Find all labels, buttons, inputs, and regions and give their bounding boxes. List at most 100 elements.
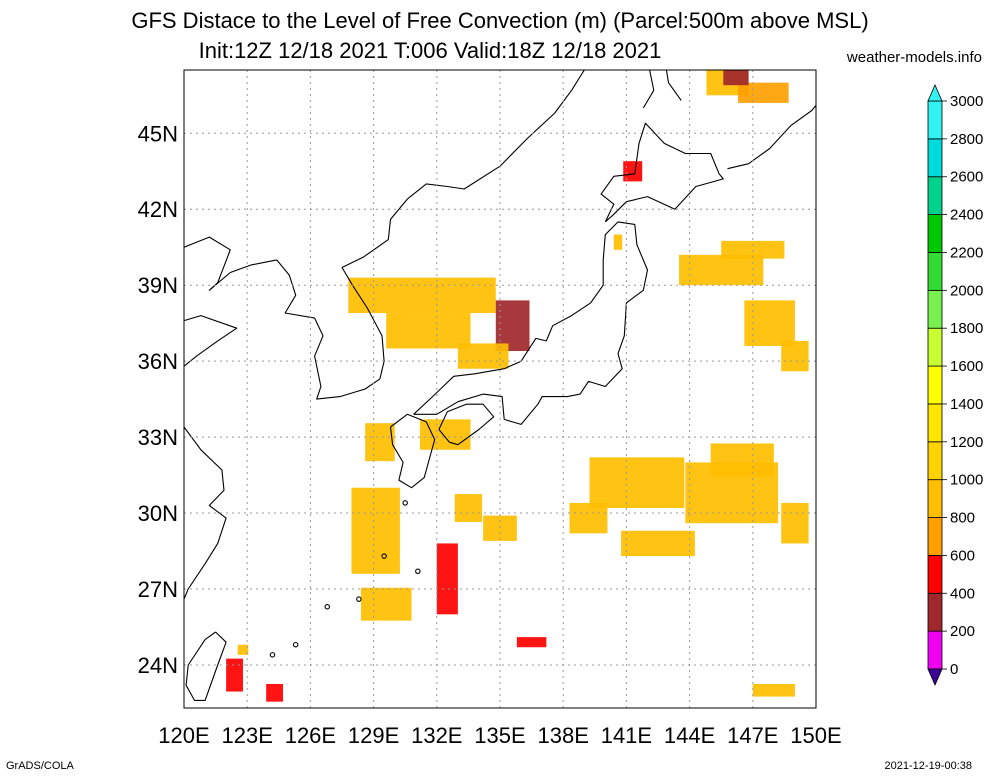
lon-tick-labels: 120E 123E 126E 129E 132E 135E 138E 141E 144E 147E… (158, 723, 841, 748)
field-cell (348, 277, 496, 314)
title-line-1: GFS Distace to the Level of Free Convect… (131, 8, 869, 33)
field-cell (237, 644, 249, 655)
colorbar-segment (927, 100, 943, 140)
lon-tick-label: 126E (285, 723, 336, 748)
lat-tick-label: 39N (138, 273, 178, 298)
coastline-segment (406, 69, 585, 200)
colorbar-label: 1200 (950, 434, 983, 451)
field-cell (781, 340, 809, 372)
coastline-segment (438, 403, 495, 446)
colorbar-label: 2600 (950, 169, 983, 186)
lon-tick-label: 141E (601, 723, 652, 748)
colorbar-segment (927, 479, 943, 518)
colorbar-under-arrow (927, 668, 943, 686)
field-cell (454, 494, 483, 522)
island (324, 603, 331, 610)
colorbar-segment (927, 214, 943, 253)
coastline-segment (389, 413, 436, 489)
coastline-segment (183, 236, 277, 291)
lat-tick-label: 27N (138, 577, 178, 602)
software-label: GrADS/COLA (6, 760, 74, 772)
colorbar-label: 800 (950, 510, 975, 527)
colorbar-segment (927, 365, 943, 405)
colorbar-segment (927, 176, 943, 216)
island (415, 568, 421, 575)
lon-tick-label: 123E (222, 723, 273, 748)
render-timestamp: 2021-12-19-00:38 (884, 760, 972, 772)
lon-tick-label: 150E (790, 723, 841, 748)
lon-tick-label: 138E (538, 723, 589, 748)
colorbar-label: 1000 (950, 472, 983, 489)
lat-tick-label: 30N (138, 501, 178, 526)
coastline-segment (600, 122, 724, 223)
colorbar-label: 600 (950, 547, 975, 564)
coastline-segment (665, 69, 682, 101)
coastline-segment (727, 105, 817, 170)
island (292, 641, 299, 648)
island (356, 596, 362, 602)
colorbar-segment (927, 630, 943, 670)
colorbar-segment (927, 327, 943, 367)
colorbar: 0 200 400 600 800 1000 1200 1400 1600 1800 2000 220… (927, 84, 983, 686)
field-cell (226, 658, 243, 692)
field-cell (569, 502, 608, 534)
field-cell (781, 502, 809, 544)
field-cell (710, 443, 774, 477)
colorbar-over-arrow (927, 84, 943, 102)
credit-text: weather-models.info (846, 49, 982, 66)
lon-tick-label: 132E (411, 723, 462, 748)
colorbar-label: 3000 (950, 93, 983, 110)
field-cell (351, 487, 400, 574)
field-cell (495, 300, 530, 352)
lat-tick-label: 45N (138, 121, 178, 146)
coastline-segment (413, 221, 649, 425)
lon-tick-label: 144E (664, 723, 715, 748)
coastline-segment (642, 69, 655, 109)
colorbar-label: 200 (950, 623, 975, 640)
field-cell (744, 300, 795, 346)
field-cell (613, 234, 623, 250)
field-cell (623, 161, 643, 182)
field-cell (386, 313, 471, 349)
lfc-field (226, 70, 809, 702)
field-cell (738, 82, 789, 103)
lon-tick-label: 120E (158, 723, 209, 748)
field-cell (436, 543, 458, 615)
field-cell (679, 254, 764, 286)
field-cell (516, 637, 547, 648)
colorbar-segment (927, 441, 943, 481)
island (402, 500, 408, 506)
field-cell (365, 423, 395, 462)
coastline-segment (185, 631, 227, 701)
colorbar-segment (927, 289, 943, 329)
field-cell (721, 240, 785, 259)
coastline-segment (183, 426, 227, 600)
lat-tick-labels: 24N 27N 30N 33N 36N 39N 42N 45N (138, 121, 178, 678)
lat-tick-label: 24N (138, 653, 178, 678)
island (381, 553, 387, 559)
colorbar-segment (927, 517, 943, 556)
colorbar-segment (927, 252, 943, 291)
lon-tick-label: 135E (474, 723, 525, 748)
field-cell (483, 515, 517, 541)
island (269, 652, 276, 658)
field-cell (360, 587, 412, 621)
colorbar-segment (927, 403, 943, 443)
colorbar-label: 400 (950, 585, 975, 602)
field-cell (266, 683, 284, 702)
colorbar-label: 1800 (950, 320, 983, 337)
colorbar-label: 2800 (950, 131, 983, 148)
field-cell (419, 419, 471, 450)
colorbar-label: 1600 (950, 358, 983, 375)
lat-tick-label: 36N (138, 349, 178, 374)
field-cell (589, 457, 685, 508)
colorbar-label: 1400 (950, 396, 983, 413)
colorbar-segment (927, 592, 943, 632)
field-cell (752, 683, 795, 697)
lon-tick-label: 147E (727, 723, 778, 748)
colorbar-label: 2400 (950, 207, 983, 224)
field-cell (621, 530, 695, 557)
lat-lon-grid (184, 70, 816, 708)
colorbar-label: 2000 (950, 282, 983, 299)
